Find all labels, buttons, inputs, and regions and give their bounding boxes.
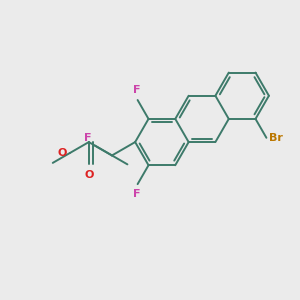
Text: F: F: [84, 133, 92, 142]
Text: F: F: [133, 189, 140, 199]
Text: F: F: [133, 85, 140, 95]
Text: O: O: [84, 170, 94, 180]
Text: O: O: [58, 148, 67, 158]
Text: Br: Br: [269, 133, 283, 143]
